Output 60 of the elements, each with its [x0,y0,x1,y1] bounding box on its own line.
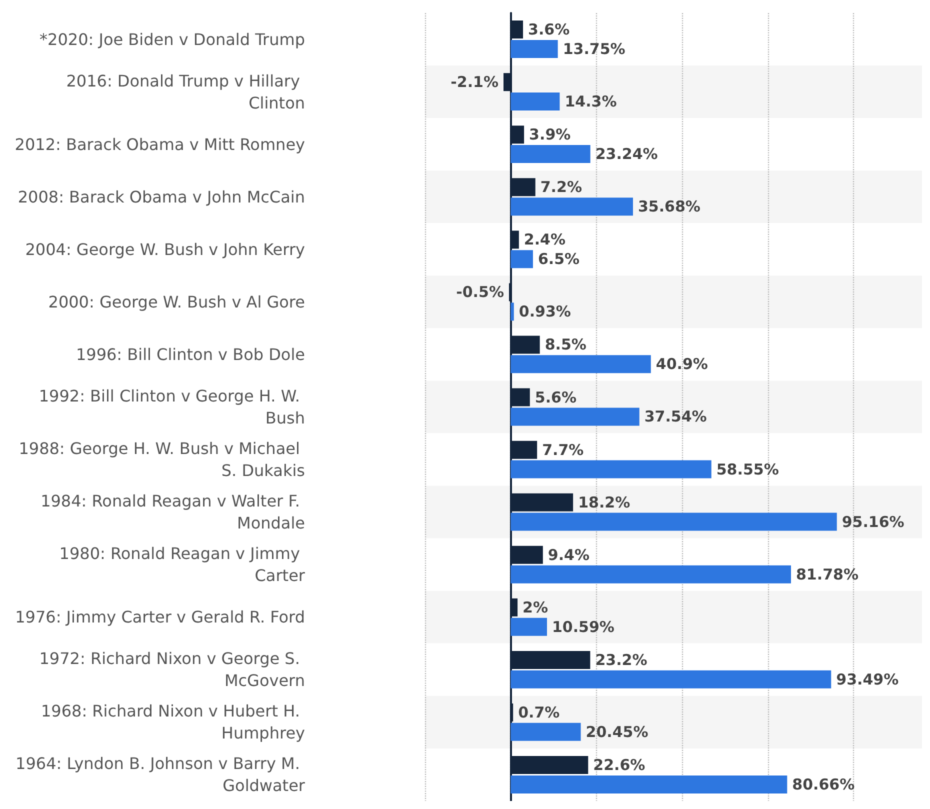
bar [510,670,832,688]
bar [510,92,560,111]
data-label: 7.7% [542,440,584,459]
data-label: 3.6% [528,20,570,39]
bar [510,775,788,794]
y-tick-label: 1976: Jimmy Carter v Gerald R. Ford [15,608,305,627]
data-label: 0.93% [518,302,571,321]
data-label: 23.2% [595,650,648,669]
y-tick-label: 2004: George W. Bush v John Kerry [25,240,305,259]
data-label: 22.6% [593,756,646,774]
data-label: 81.78% [796,565,858,584]
data-label: 80.66% [792,775,855,794]
y-tick-label: 2008: Barack Obama v John McCain [18,187,305,206]
data-label: 3.9% [529,126,571,144]
y-tick-label: 2016: Donald Trump v Hillary Clinton [66,71,305,112]
bar [510,618,547,636]
y-tick-label: 2012: Barack Obama v Mitt Romney [14,134,305,154]
y-tick-label: 1972: Richard Nixon v George S. McGovern [39,649,305,690]
data-label: 20.45% [586,722,648,741]
bar [510,408,640,426]
y-tick-label: *2020: Joe Biden v Donald Trump [40,30,305,49]
data-label: 10.59% [552,618,614,636]
bar [510,302,514,321]
bar [510,355,651,374]
data-label: -0.5% [456,283,504,302]
bar [510,460,712,478]
data-label: 37.54% [644,408,707,426]
y-tick-label: 1988: George H. W. Bush v Michael S. Dukakis [18,439,305,480]
y-tick-label: 1964: Lyndon B. Johnson v Barry M. Goldwater [16,754,306,796]
data-label: 7.2% [540,178,582,196]
data-label: 5.6% [534,388,576,406]
data-label: 9.4% [548,546,590,564]
bar [510,145,590,164]
data-label: 93.49% [836,670,899,688]
data-label: 14.3% [564,92,617,111]
y-tick-label: 1968: Richard Nixon v Hubert H. Humphrey [40,702,305,743]
y-tick-label: 1984: Ronald Reagan v Walter F. Mondale [40,492,305,533]
data-label: 2% [522,598,548,616]
data-label: -2.1% [450,73,498,92]
data-label: 35.68% [638,198,700,216]
y-tick-label: 1992: Bill Clinton v George H. W. Bush [38,386,305,428]
data-label: 95.16% [842,512,904,531]
data-label: 2.4% [524,230,566,249]
bar [510,198,633,216]
data-label: 6.5% [538,250,580,268]
y-tick-label: 2000: George W. Bush v Al Gore [48,292,305,312]
bar [510,722,581,741]
y-tick-label: 1996: Bill Clinton v Bob Dole [76,344,305,364]
data-label: 23.24% [595,145,658,164]
data-label: 0.7% [518,703,560,722]
bar [510,565,791,584]
data-label: 18.2% [578,493,630,512]
bar [510,512,837,531]
bar [510,40,558,58]
data-label: 58.55% [716,460,779,478]
data-label: 13.75% [562,40,626,58]
data-label: 8.5% [544,336,586,354]
y-tick-label: 1980: Ronald Reagan v Jimmy Carter [59,544,306,586]
data-label: 40.9% [656,355,708,374]
bar [510,250,533,268]
